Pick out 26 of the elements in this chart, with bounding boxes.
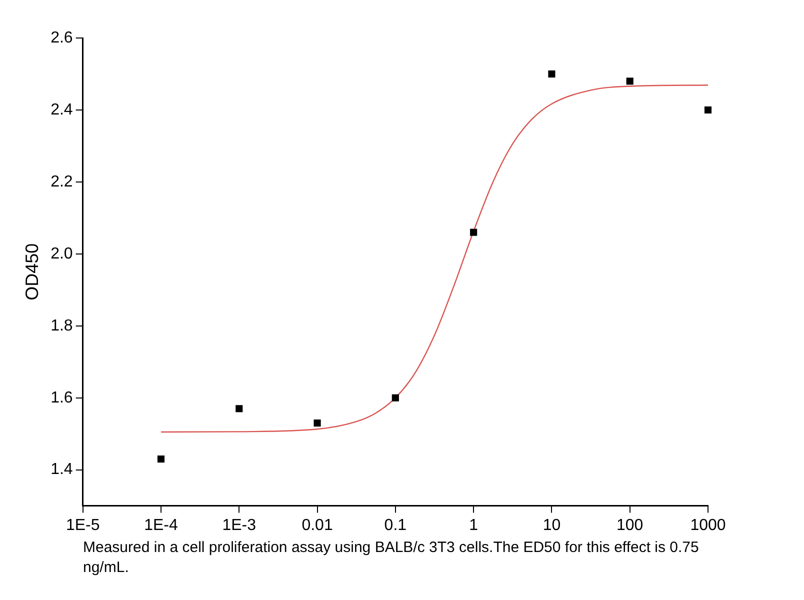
y-tick-label: 2.4 — [50, 101, 73, 118]
point — [470, 228, 478, 236]
point — [236, 405, 243, 412]
x-tick-label: 1000 — [690, 516, 726, 534]
y-tick-label: 1.4 — [50, 461, 73, 478]
x-tick-label: 1E-5 — [66, 516, 100, 534]
x-tick-label: 1E-4 — [144, 516, 178, 534]
y-tick-label: 1.8 — [50, 317, 73, 334]
y-tick-label: 2.6 — [50, 29, 73, 46]
y-axis-title: OD450 — [22, 243, 42, 300]
x-tick-label: 1E-3 — [222, 516, 256, 534]
y-tick-label: 2.2 — [50, 173, 73, 190]
x-tick-label: 0.1 — [384, 516, 407, 534]
point — [704, 106, 712, 114]
y-tick-label: 1.6 — [50, 389, 73, 406]
text: Measured in a cell proliferation assay using BALB/c 3T3 cells.The ED50 for this effect is 0.75 ng/mL. — [83, 538, 700, 578]
x-tick-label: 1 — [469, 516, 478, 534]
x-tick-label: 0.01 — [302, 516, 333, 534]
y-tick-label: 2.0 — [50, 245, 73, 262]
point — [626, 78, 634, 85]
point — [157, 455, 165, 463]
point — [548, 70, 556, 78]
x-tick-label: 100 — [616, 516, 644, 534]
x-tick-label: 10 — [542, 516, 561, 534]
point — [314, 420, 321, 427]
point — [392, 394, 399, 402]
